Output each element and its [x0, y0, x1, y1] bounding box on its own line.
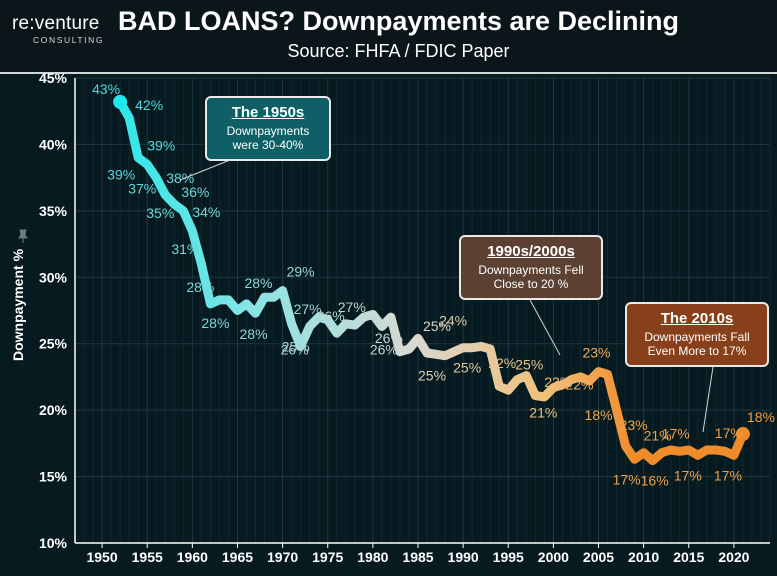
x-tick-label: 1995 — [493, 549, 524, 565]
data-label: 42% — [135, 97, 163, 113]
data-label: 17% — [613, 471, 641, 487]
data-label: 18% — [585, 407, 613, 423]
data-label: 23% — [620, 417, 648, 433]
data-label: 21% — [529, 405, 557, 421]
y-tick-label: 20% — [39, 402, 68, 418]
series-line — [113, 94, 750, 466]
data-label: 24% — [439, 313, 467, 329]
data-label: 25% — [282, 338, 310, 354]
logo-main-text: re:venture — [12, 13, 100, 34]
annotation-pointers — [179, 159, 714, 433]
y-tick-label: 45% — [39, 70, 68, 86]
y-tick-label: 40% — [39, 136, 68, 152]
data-label: 35% — [146, 205, 174, 221]
pointer-1950s — [179, 159, 231, 181]
data-label: 31% — [171, 241, 199, 257]
x-tick-label: 1970 — [267, 549, 298, 565]
data-label: 17% — [715, 425, 743, 441]
data-label: 39% — [107, 167, 135, 183]
downpayment-line — [115, 97, 748, 466]
annotation-1950s: The 1950s Downpayments were 30-40% — [205, 96, 331, 161]
end-marker — [735, 427, 750, 442]
pin-icon — [18, 229, 28, 243]
y-tick-label: 30% — [39, 269, 68, 285]
annotation-1950s-line1: Downpayments — [226, 124, 310, 138]
x-tick-label: 2010 — [628, 549, 659, 565]
data-label: 37% — [128, 181, 156, 197]
annotation-1990s-line2: Close to 20 % — [493, 277, 569, 291]
data-label: 17% — [662, 426, 690, 442]
pointer-2010s — [702, 366, 714, 433]
annotation-2010s-title: The 2010s — [660, 310, 734, 327]
chart-subtitle: Source: FHFA / FDIC Paper — [287, 41, 510, 61]
data-label: 43% — [92, 81, 120, 97]
data-label: 23% — [544, 374, 572, 390]
y-tick-label: 10% — [39, 535, 68, 551]
data-label: 39% — [147, 137, 175, 153]
x-tick-label: 2000 — [538, 549, 569, 565]
annotation-2010s-line1: Downpayments Fall — [644, 330, 750, 344]
data-label: 28% — [244, 275, 272, 291]
data-label: 26% — [281, 341, 309, 357]
annotation-1990s-title: 1990s/2000s — [487, 243, 575, 260]
x-tick-label: 1955 — [132, 549, 163, 565]
annotation-1950s-title: The 1950s — [231, 104, 305, 121]
brand-logo: re:venture CONSULTING — [12, 13, 105, 46]
x-tick-label: 1960 — [177, 549, 208, 565]
data-label: 26% — [375, 330, 403, 346]
x-tick-label: 1985 — [402, 549, 433, 565]
data-label: 21% — [644, 428, 672, 444]
data-label: 38% — [166, 170, 194, 186]
data-label: 25% — [423, 318, 451, 334]
x-tick-label: 2020 — [718, 549, 749, 565]
data-label: 25% — [515, 357, 543, 373]
data-label: 25% — [453, 359, 481, 375]
start-marker — [113, 94, 128, 109]
x-tick-label: 2015 — [673, 549, 704, 565]
data-label: 26% — [317, 308, 345, 324]
data-label: 18% — [747, 409, 775, 425]
x-tick-label: 2005 — [583, 549, 614, 565]
data-label: 27% — [338, 299, 366, 315]
data-labels: 43%42%39%39%37%38%35%36%34%31%28%28%28%2… — [92, 81, 775, 489]
y-axis-label: Downpayment % — [10, 248, 26, 361]
data-label: 23% — [582, 345, 610, 361]
data-label: 17% — [674, 467, 702, 483]
header-bar: re:venture CONSULTING BAD LOANS? Downpay… — [0, 0, 777, 74]
data-label: 26% — [370, 341, 398, 357]
data-label: 36% — [181, 184, 209, 200]
annotation-2010s-line2: Even More to 17% — [647, 344, 747, 358]
data-label: 28% — [240, 326, 268, 342]
x-tick-label: 1980 — [357, 549, 388, 565]
data-label: 29% — [287, 264, 315, 280]
x-tick-label: 1975 — [312, 549, 343, 565]
y-tick-label: 35% — [39, 203, 68, 219]
data-label: 22% — [488, 355, 516, 371]
annotation-2010s: The 2010s Downpayments Fall Even More to… — [625, 302, 769, 367]
data-label: 22% — [565, 377, 593, 393]
y-tick-label: 15% — [39, 469, 68, 485]
data-label: 28% — [186, 279, 214, 295]
annotation-1990s-line1: Downpayments Fell — [478, 263, 584, 277]
data-label: 34% — [192, 204, 220, 220]
annotation-1950s-line2: were 30-40% — [232, 138, 304, 152]
data-label: 27% — [294, 301, 322, 317]
data-label: 25% — [418, 367, 446, 383]
x-tick-label: 1965 — [222, 549, 253, 565]
data-label: 17% — [714, 467, 742, 483]
y-tick-label: 25% — [39, 336, 68, 352]
x-tick-label: 1990 — [448, 549, 479, 565]
axes: 10% 15% 20% 25% 30% 35% 40% 45% 1950 1955 1960 1965… — [39, 70, 770, 565]
data-label: 28% — [201, 315, 229, 331]
data-label: 16% — [641, 473, 669, 489]
chart-title: BAD LOANS? Downpayments are Declining — [117, 6, 680, 36]
x-tick-label: 1950 — [86, 549, 117, 565]
annotation-1990s: 1990s/2000s Downpayments Fell Close to 2… — [459, 235, 603, 300]
pointer-1990s — [529, 299, 561, 356]
logo-sub-text: CONSULTING — [33, 35, 105, 45]
